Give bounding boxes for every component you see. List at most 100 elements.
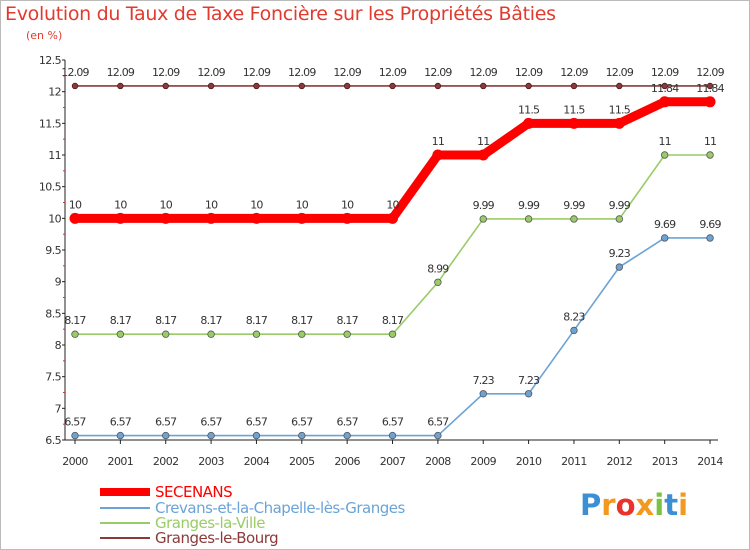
data-label: 8.17: [110, 314, 132, 327]
data-label: 12.09: [696, 66, 724, 79]
data-point: [387, 212, 399, 224]
data-point: [116, 330, 125, 338]
data-label: 11.5: [609, 103, 631, 116]
data-label: 10: [205, 198, 218, 211]
data-point: [117, 82, 124, 90]
data-label: 12.09: [197, 66, 225, 79]
y-tick-label: 7.5: [45, 371, 61, 384]
data-point: [296, 212, 308, 224]
data-label: 12.09: [379, 66, 407, 79]
data-point: [389, 82, 396, 90]
data-label: 12.09: [515, 66, 543, 79]
data-point: [613, 117, 625, 129]
data-label: 8.17: [246, 314, 268, 327]
data-point: [69, 212, 81, 224]
y-axis-unit-label: (en %): [26, 29, 63, 42]
data-label: 12.09: [61, 66, 89, 79]
x-tick-label: 2005: [289, 455, 315, 468]
data-point: [71, 330, 79, 338]
data-label: 9.69: [699, 218, 721, 231]
data-point: [298, 82, 305, 90]
data-label: 8.23: [563, 310, 585, 323]
chart-title: Evolution du Taux de Taxe Foncière sur l…: [5, 3, 556, 25]
data-point: [162, 330, 170, 338]
data-label: 8.99: [427, 262, 449, 275]
data-point: [162, 431, 170, 440]
data-point: [661, 82, 668, 90]
data-label: 9.99: [473, 199, 495, 212]
data-point: [298, 330, 306, 338]
data-point: [207, 431, 215, 440]
y-tick-label: 12: [48, 86, 61, 99]
x-tick-label: 2006: [334, 455, 360, 468]
legend-label: Granges-la-Ville: [155, 514, 265, 532]
data-point: [343, 82, 351, 90]
data-label: 11: [704, 135, 716, 148]
data-label: 11.84: [696, 82, 724, 95]
data-label: 6.57: [246, 416, 268, 429]
data-point: [570, 82, 578, 90]
data-point: [343, 431, 351, 440]
data-point: [524, 390, 533, 398]
data-point: [480, 82, 487, 90]
x-tick-label: 2013: [652, 455, 678, 468]
y-tick-label: 9: [55, 276, 62, 289]
data-label: 8.17: [291, 314, 313, 327]
logo-letter: o: [615, 488, 636, 522]
data-point: [252, 431, 261, 440]
data-label: 12.09: [107, 66, 135, 79]
x-tick-label: 2008: [425, 455, 451, 468]
legend-label: Crevans-et-la-Chapelle-lès-Granges: [155, 499, 405, 517]
data-label: 11: [432, 135, 444, 148]
data-point: [615, 215, 624, 223]
data-point: [659, 96, 671, 108]
logo-letter: i: [678, 488, 689, 522]
y-tick-label: 8.5: [45, 307, 61, 320]
data-label: 10: [341, 198, 354, 211]
data-point: [114, 212, 126, 224]
x-tick-label: 2011: [561, 455, 587, 468]
data-point: [207, 330, 215, 338]
data-point: [660, 234, 669, 242]
data-point: [250, 212, 262, 224]
data-label: 12.09: [651, 66, 679, 79]
data-label: 6.57: [427, 416, 449, 429]
series-line-2: [74, 154, 711, 336]
data-point: [568, 117, 580, 129]
data-label: 8.17: [200, 314, 222, 327]
data-label: 8.17: [155, 314, 177, 327]
data-point: [479, 390, 487, 398]
data-point: [660, 151, 669, 159]
data-label: 8.17: [382, 314, 404, 327]
data-point: [343, 330, 351, 338]
y-tick-label: 7: [55, 402, 62, 415]
logo-letter: P: [580, 488, 602, 522]
data-point: [388, 330, 397, 338]
data-label: 12.09: [560, 66, 588, 79]
proxiti-logo: Proxiti: [580, 488, 688, 522]
data-point: [434, 82, 442, 90]
data-point: [525, 82, 532, 90]
y-tick-label: 9.5: [45, 244, 61, 257]
y-tick-label: 11.5: [39, 117, 62, 130]
data-label: 6.57: [110, 416, 132, 429]
data-label: 8.17: [64, 314, 86, 327]
data-label: 8.17: [337, 314, 359, 327]
data-point: [704, 96, 716, 108]
x-tick-label: 2003: [198, 455, 224, 468]
data-point: [71, 82, 79, 90]
data-point: [434, 431, 442, 440]
data-label: 11.84: [651, 82, 679, 95]
data-label: 9.99: [518, 199, 540, 212]
logo-letter: t: [664, 488, 679, 522]
data-label: 12.09: [469, 66, 497, 79]
x-tick-label: 2007: [380, 455, 406, 468]
x-tick-label: 2000: [62, 455, 88, 468]
data-label: 12.09: [152, 66, 180, 79]
data-point: [615, 263, 624, 271]
data-label: 12.09: [333, 66, 361, 79]
x-tick-label: 2012: [607, 455, 633, 468]
x-tick-label: 2014: [697, 455, 723, 468]
data-label: 9.23: [609, 247, 631, 260]
